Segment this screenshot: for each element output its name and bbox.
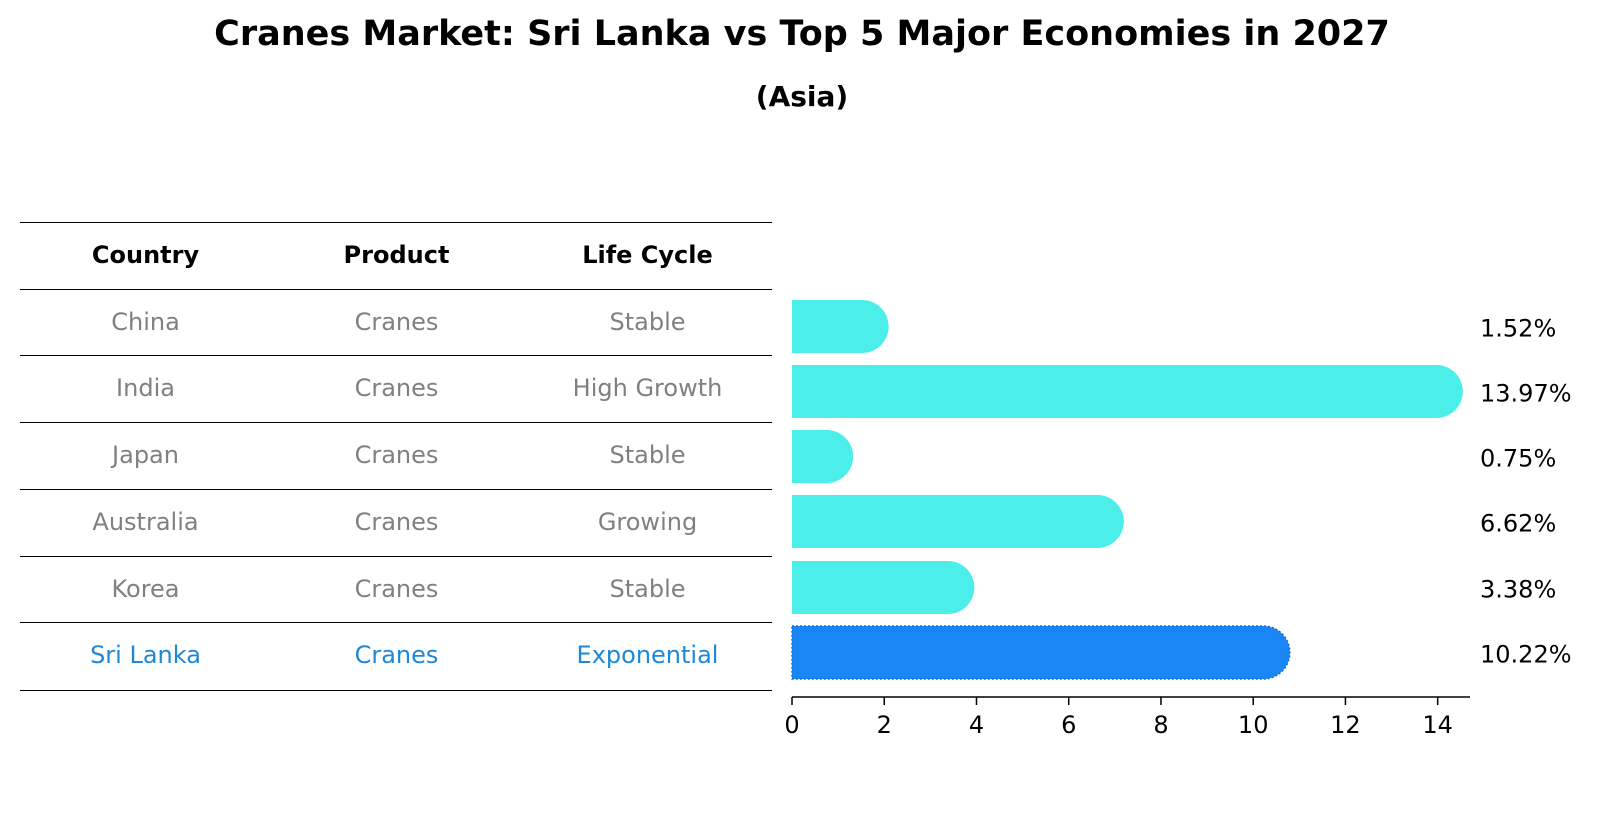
table-rule [20,422,772,423]
x-tick-label: 14 [1422,711,1453,739]
cell-country: China [111,308,180,336]
cell-life-cycle: Growing [597,508,698,536]
value-label: 10.22% [1480,641,1572,669]
chart-title: Cranes Market: Sri Lanka vs Top 5 Major … [214,14,1390,54]
x-tick-label: 10 [1238,711,1269,739]
cell-country-highlight: Sri Lanka [90,641,201,669]
cell-product-highlight: Cranes [354,641,439,669]
bar-highlight [791,625,1291,680]
table-rule [20,289,772,290]
table-rule [20,355,772,356]
table-rule [20,222,772,223]
cell-life-cycle: Stable [609,575,686,603]
x-tick-label: 8 [1153,711,1168,739]
cell-life-cycle: Stable [609,441,686,469]
bar [792,495,1124,548]
cell-product: Cranes [354,575,439,603]
table-rule [20,489,772,490]
bar [792,365,1463,418]
cell-country: Australia [92,508,199,536]
cell-product: Cranes [354,308,439,336]
chart-subtitle: (Asia) [755,80,849,113]
x-tick-label: 2 [877,711,892,739]
x-tick-label: 0 [784,711,799,739]
value-label: 6.62% [1480,510,1556,538]
value-label: 13.97% [1480,380,1572,408]
table-rule [20,690,772,691]
header-country: Country [91,241,200,269]
table-rule [20,556,772,557]
cell-product: Cranes [354,374,439,402]
bar [792,561,975,614]
cell-product: Cranes [354,441,439,469]
value-label: 0.75% [1480,445,1556,473]
cell-life-cycle-highlight: Exponential [576,641,719,669]
header-life-cycle: Life Cycle [582,241,713,269]
header-product: Product [343,241,450,269]
cell-country: Korea [111,575,180,603]
bar [792,300,889,353]
bar [792,430,854,483]
table-rule [20,622,772,623]
x-tick-label: 12 [1330,711,1361,739]
cell-life-cycle: Stable [609,308,686,336]
value-label: 3.38% [1480,576,1556,604]
x-tick-label: 4 [969,711,984,739]
cell-country: Japan [112,441,179,469]
x-tick-label: 6 [1061,711,1076,739]
cell-life-cycle: High Growth [572,374,723,402]
cell-country: India [116,374,175,402]
cell-product: Cranes [354,508,439,536]
value-label: 1.52% [1480,315,1556,343]
